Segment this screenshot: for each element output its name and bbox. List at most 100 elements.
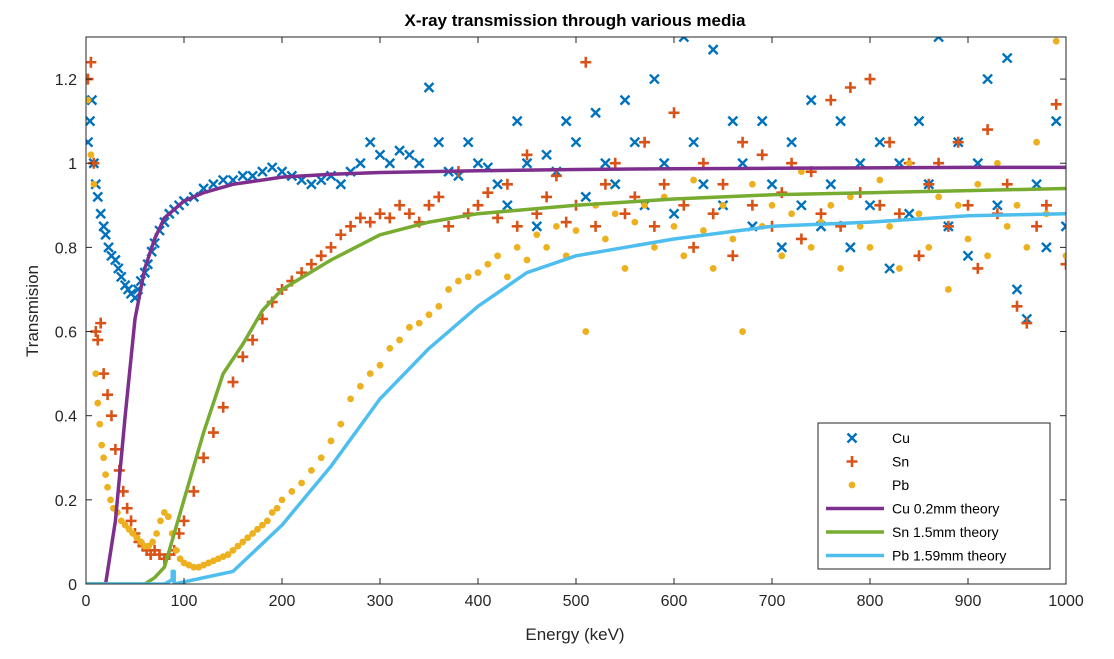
data-point: [386, 344, 394, 352]
data-point: [984, 252, 991, 260]
data-point: [315, 250, 327, 262]
data-point: [254, 525, 261, 533]
data-point: [306, 178, 317, 190]
data-point: [1031, 220, 1043, 232]
data-point: [394, 199, 406, 211]
data-point: [511, 220, 523, 232]
data-point: [954, 201, 962, 209]
data-point: [384, 212, 396, 224]
data-point: [962, 250, 974, 262]
data-point: [266, 162, 278, 173]
data-point: [244, 534, 252, 542]
data-point: [396, 336, 403, 344]
x-tick-label: 300: [367, 593, 394, 610]
data-point: [864, 199, 876, 211]
data-point: [149, 538, 157, 546]
x-tick-label: 900: [955, 593, 982, 610]
data-point: [229, 546, 237, 554]
data-point: [807, 243, 815, 251]
data-point: [600, 157, 611, 169]
x-tick-label: 500: [563, 593, 590, 610]
data-point: [366, 370, 374, 378]
data-point: [433, 191, 445, 203]
data-point: [864, 73, 876, 85]
data-point: [259, 521, 266, 529]
data-point: [825, 94, 837, 106]
data-point: [1040, 199, 1052, 211]
data-point: [268, 509, 276, 516]
data-point: [688, 136, 699, 148]
data-point: [327, 437, 335, 445]
data-point: [962, 199, 974, 211]
data-point: [582, 328, 590, 335]
data-point: [707, 208, 719, 220]
data-point: [639, 136, 651, 148]
y-tick-label: 0.4: [55, 409, 77, 426]
data-point: [92, 334, 104, 346]
data-point: [104, 483, 111, 491]
data-point: [611, 210, 619, 218]
data-point: [915, 210, 923, 218]
data-point: [94, 399, 102, 407]
legend-label: Sn 1.5mm theory: [892, 524, 999, 540]
data-point: [964, 235, 972, 243]
y-tick-label: 0.8: [55, 240, 77, 257]
data-point: [1052, 37, 1060, 45]
data-point: [651, 243, 658, 251]
data-point: [445, 286, 452, 293]
data-point: [619, 208, 631, 220]
data-point: [788, 210, 795, 218]
data-point: [786, 136, 797, 148]
data-point: [641, 201, 648, 209]
data-point: [541, 149, 552, 161]
data-point: [658, 178, 670, 190]
data-point: [680, 252, 688, 260]
data-point: [798, 168, 805, 176]
data-point: [335, 178, 347, 190]
data-point: [86, 56, 97, 68]
data-point: [982, 73, 993, 85]
data-point: [337, 420, 345, 428]
data-point: [766, 178, 778, 190]
data-point: [629, 136, 641, 148]
y-tick-label: 0.2: [55, 493, 77, 510]
data-point: [207, 427, 219, 439]
data-point: [384, 157, 396, 169]
data-point: [100, 454, 108, 462]
data-point: [237, 170, 249, 182]
data-point: [835, 115, 846, 127]
data-point: [913, 250, 925, 262]
data-point: [876, 176, 884, 184]
data-point: [276, 166, 288, 177]
data-point: [92, 370, 100, 378]
data-point: [484, 260, 492, 268]
data-point: [345, 220, 357, 232]
data-point: [494, 252, 501, 260]
data-point: [580, 56, 592, 68]
data-point: [105, 410, 117, 422]
data-point: [737, 136, 749, 148]
data-point: [631, 218, 639, 226]
data-point: [172, 546, 180, 554]
data-point: [435, 302, 443, 310]
x-tick-label: 600: [661, 593, 688, 610]
data-point: [719, 201, 727, 209]
data-point: [795, 233, 807, 245]
data-point: [404, 149, 415, 161]
data-point: [1011, 284, 1023, 295]
data-point: [413, 157, 425, 169]
data-point: [109, 443, 121, 455]
legend-label: Pb: [892, 477, 909, 493]
chart-title: X-ray transmission through various media: [404, 11, 746, 30]
data-point: [354, 212, 366, 224]
data-point: [768, 201, 776, 209]
data-point: [925, 243, 933, 251]
data-point: [95, 317, 107, 329]
data-point: [602, 235, 609, 243]
data-point: [153, 530, 160, 537]
legend-label: Sn: [892, 454, 909, 470]
legend-label: Cu 0.2mm theory: [892, 501, 999, 517]
data-point: [502, 199, 513, 211]
data-point: [707, 44, 719, 55]
data-point: [374, 208, 386, 220]
